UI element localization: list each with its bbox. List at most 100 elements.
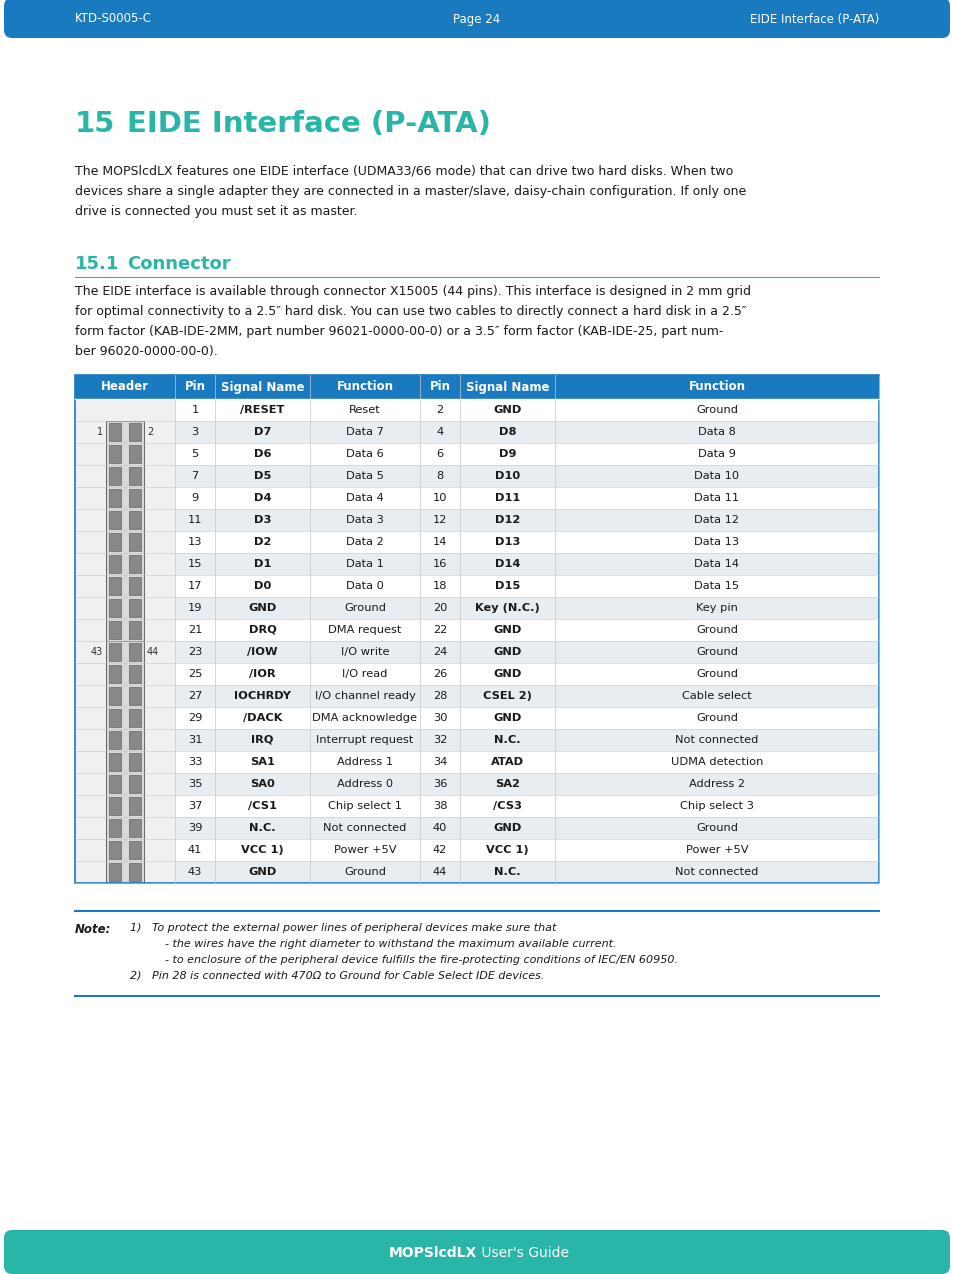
Text: Ground: Ground [696,626,738,634]
Text: 43: 43 [91,647,103,657]
Bar [174,575,878,598]
Text: GND: GND [248,868,276,877]
Bar [109,731,121,749]
Bar [129,687,141,705]
Text: 15.1: 15.1 [75,255,119,273]
Text: 7: 7 [192,471,198,482]
Bar [129,731,141,749]
Text: SA2: SA2 [495,778,519,789]
Text: Key (N.C.): Key (N.C.) [475,603,539,613]
Text: 20: 20 [433,603,447,613]
Text: Data 12: Data 12 [694,515,739,525]
Bar [174,707,878,729]
Bar [75,399,174,883]
Text: User's Guide: User's Guide [476,1246,568,1260]
Bar [129,423,141,441]
Text: Not connected: Not connected [675,868,758,877]
Text: I/O channel ready: I/O channel ready [314,691,415,701]
Text: D7: D7 [253,427,271,437]
Bar [109,753,121,771]
Bar [75,375,878,399]
Text: 12: 12 [433,515,447,525]
Text: 41: 41 [188,845,202,855]
Text: Ground: Ground [696,669,738,679]
Text: Pin: Pin [184,381,205,394]
Text: 11: 11 [188,515,202,525]
Text: Ground: Ground [696,405,738,415]
Text: D4: D4 [253,493,271,503]
Bar [109,577,121,595]
Bar [174,598,878,619]
Text: The EIDE interface is available through connector X15005 (44 pins). This interfa: The EIDE interface is available through … [75,285,750,298]
Text: Not connected: Not connected [675,735,758,745]
Text: IRQ: IRQ [251,735,274,745]
Text: D0: D0 [253,581,271,591]
Text: Data 0: Data 0 [346,581,383,591]
Text: Data 7: Data 7 [346,427,383,437]
Text: 42: 42 [433,845,447,855]
Text: Data 14: Data 14 [694,559,739,569]
Text: N.C.: N.C. [494,868,520,877]
Text: Signal Name: Signal Name [220,381,304,394]
Text: 25: 25 [188,669,202,679]
Text: I/O read: I/O read [342,669,387,679]
Text: D1: D1 [253,559,271,569]
Bar [174,531,878,553]
Text: VCC 1): VCC 1) [486,845,528,855]
Text: DMA request: DMA request [328,626,401,634]
Bar [129,643,141,661]
Bar [174,795,878,817]
Text: Data 10: Data 10 [694,471,739,482]
Text: ATAD: ATAD [491,757,523,767]
Text: D10: D10 [495,471,519,482]
Text: 24: 24 [433,647,447,657]
Bar [109,798,121,815]
Text: 10: 10 [433,493,447,503]
Text: GND: GND [493,669,521,679]
FancyBboxPatch shape [4,0,949,38]
Text: ber 96020-0000-00-0).: ber 96020-0000-00-0). [75,345,217,358]
Text: GND: GND [493,823,521,833]
Text: Cable select: Cable select [681,691,751,701]
Text: GND: GND [493,405,521,415]
Text: Ground: Ground [696,823,738,833]
Text: /RESET: /RESET [240,405,284,415]
Bar [129,620,141,640]
Bar [129,489,141,507]
Bar [109,775,121,792]
Text: N.C.: N.C. [494,735,520,745]
Text: Data 9: Data 9 [698,448,735,459]
Text: Pin: Pin [429,381,450,394]
Text: - to enclosure of the peripheral device fulfills the fire-protecting conditions : - to enclosure of the peripheral device … [130,956,678,964]
Bar [109,468,121,485]
Text: 19: 19 [188,603,202,613]
Text: GND: GND [493,713,521,724]
Text: D2: D2 [253,538,271,547]
Text: 1)   To protect the external power lines of peripheral devices make sure that: 1) To protect the external power lines o… [130,922,556,933]
Text: Interrupt request: Interrupt request [316,735,414,745]
Bar [174,773,878,795]
Text: /IOR: /IOR [249,669,275,679]
Text: 9: 9 [192,493,198,503]
Bar [129,841,141,859]
Bar [174,840,878,861]
Text: EIDE Interface (P-ATA): EIDE Interface (P-ATA) [127,110,491,138]
Text: MOPSlcdLX: MOPSlcdLX [388,1246,476,1260]
Bar [129,819,141,837]
Text: Key pin: Key pin [696,603,738,613]
Bar [109,489,121,507]
Bar [109,841,121,859]
Text: D15: D15 [495,581,519,591]
Text: Signal Name: Signal Name [465,381,549,394]
Text: 23: 23 [188,647,202,657]
Text: D3: D3 [253,515,271,525]
Text: 27: 27 [188,691,202,701]
Bar [174,817,878,840]
Text: 5: 5 [192,448,198,459]
Text: /CS1: /CS1 [248,801,276,812]
Text: D14: D14 [495,559,519,569]
Bar [109,533,121,550]
Text: EIDE Interface (P-ATA): EIDE Interface (P-ATA) [749,13,878,25]
Text: - the wires have the right diameter to withstand the maximum available current.: - the wires have the right diameter to w… [130,939,616,949]
Bar [174,420,878,443]
